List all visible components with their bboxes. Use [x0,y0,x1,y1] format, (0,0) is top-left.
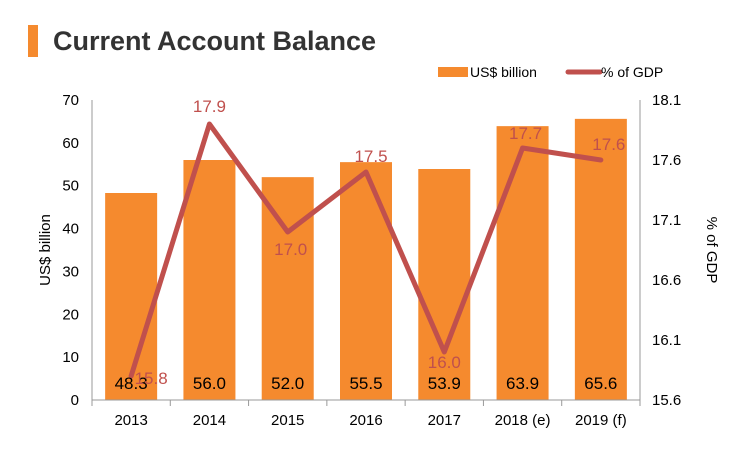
y-tick-label: 40 [62,221,79,238]
bar-value-label: 63.9 [506,374,539,393]
legend-swatch-bar [438,67,468,77]
y2-tick-label: 15.6 [652,392,681,409]
x-tick-label: 2018 (e) [495,412,551,429]
x-tick-label: 2013 [114,412,147,429]
page-title: Current Account Balance [53,26,377,56]
y2-tick-label: 16.6 [652,272,681,289]
bar-value-label: 52.0 [271,374,304,393]
title-accent-bar [28,25,38,57]
y-tick-label: 70 [62,92,79,109]
axes-group: 0 10 20 30 40 50 60 70 15.6 16.1 16.6 17.1 17.6 18.1 2… [37,92,720,429]
bars-group [105,118,627,401]
bar-value-label: 65.6 [584,374,617,393]
legend-label-bar: US$ billion [470,64,537,80]
legend: US$ billion % of GDP [438,64,663,80]
bar-2018 (e) [496,126,549,401]
line-value-label: 15.8 [135,369,168,388]
bar-value-label: 53.9 [428,374,461,393]
x-tick-label: 2015 [271,412,304,429]
y-tick-label: 60 [62,135,79,152]
bar-2017 [418,169,471,400]
y2-tick-label: 17.6 [652,152,681,169]
line-value-label: 17.7 [509,124,542,143]
line-value-label: 17.6 [592,135,625,154]
line-value-label: 17.9 [193,97,226,116]
line-value-label: 17.0 [274,240,307,259]
y-tick-label: 30 [62,263,79,280]
bar-2015 [261,177,314,400]
y2-tick-label: 18.1 [652,92,681,109]
y-axis-title: US$ billion [37,214,54,286]
bar-2016 [340,162,392,400]
bar-value-label: 55.5 [349,374,382,393]
x-tick-label: 2016 [349,412,382,429]
line-value-label: 16.0 [428,353,461,372]
bar-2013 [105,193,158,400]
gdp-line [128,121,604,379]
x-tick-label: 2019 (f) [575,412,627,429]
line-value-label: 17.5 [354,147,387,166]
y-tick-label: 0 [71,392,79,409]
bar-2014 [183,160,236,400]
legend-label-line: % of GDP [601,64,663,80]
labels-group: 48.3 56.0 52.0 55.5 53.9 63.9 65.6 15.8 17.9 17.0… [115,97,626,393]
x-tick-label: 2017 [428,412,461,429]
y2-tick-label: 16.1 [652,332,681,349]
bar-value-label: 48.3 [115,374,148,393]
y-tick-label: 10 [62,349,79,366]
bar-value-label: 56.0 [193,374,226,393]
y-tick-label: 20 [62,306,79,323]
line-group [128,121,604,379]
y2-tick-label: 17.1 [652,212,681,229]
x-tick-label: 2014 [193,412,226,429]
y-tick-label: 50 [62,178,79,195]
y2-axis-title: % of GDP [703,217,720,284]
bar-2019 (f) [574,118,627,400]
